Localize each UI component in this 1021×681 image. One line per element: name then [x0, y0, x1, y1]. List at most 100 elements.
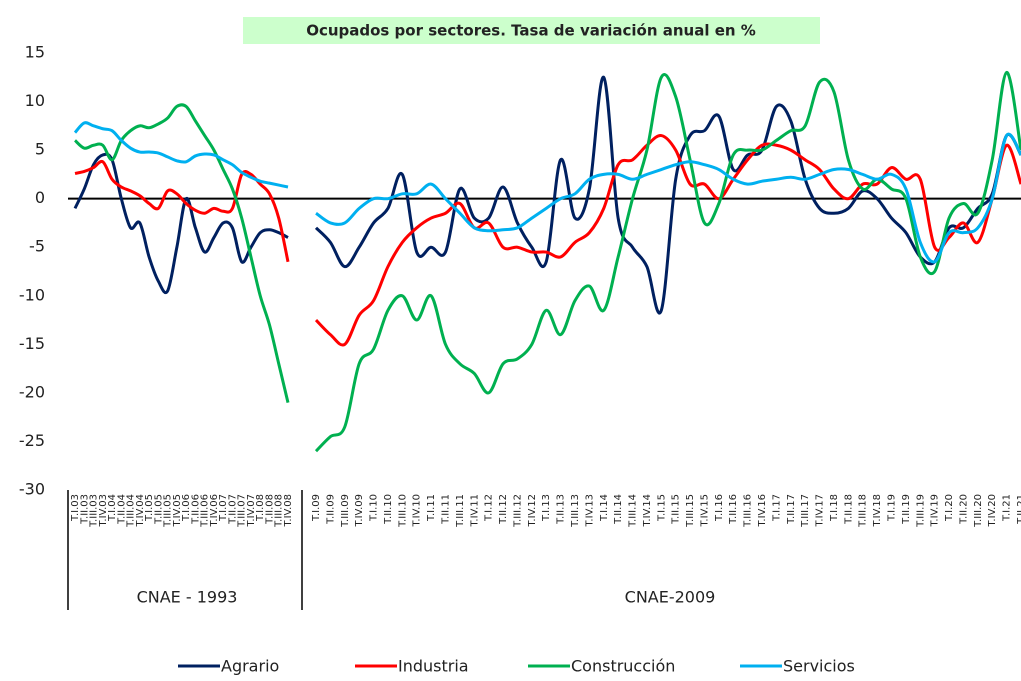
x-tick-label: T.III.05 [163, 494, 174, 528]
x-tick-label: T.I.09 [311, 494, 322, 522]
x-tick-label: T.III.17 [800, 494, 811, 528]
x-tick-label: T.III.19 [915, 494, 926, 528]
x-tick-label: T.II.13 [556, 494, 567, 525]
x-tick-label: T.IV.17 [815, 494, 826, 528]
x-tick-label: T.IV.13 [584, 494, 595, 528]
x-tick-label: T.II.19 [901, 494, 912, 525]
x-tick-label: T.I.12 [484, 494, 495, 522]
y-tick-label: -25 [19, 431, 45, 450]
x-tick-label: T.I.08 [255, 494, 266, 522]
legend-label: Servicios [783, 657, 855, 676]
x-tick-label: T.IV.08 [283, 494, 294, 528]
series-line [73, 103, 290, 403]
y-tick-label: -15 [19, 334, 45, 353]
x-tick-label: T.III.03 [89, 494, 100, 528]
x-tick-label: T.III.07 [237, 494, 248, 528]
x-tick-label: T.I.15 [656, 494, 667, 522]
y-tick-label: -5 [29, 237, 45, 256]
x-tick-label: T.III.08 [274, 494, 285, 528]
chart-title: Ocupados por sectores. Tasa de variación… [306, 22, 756, 40]
x-tick-label: T.IV.20 [987, 494, 998, 528]
x-tick-label: T.I.21 [1002, 494, 1013, 522]
legend-label: Construcción [571, 657, 675, 676]
x-tick-label: T.III.13 [570, 494, 581, 528]
x-tick-label: T.II.08 [264, 494, 275, 525]
y-tick-label: 10 [25, 91, 45, 110]
series-line [314, 75, 1021, 315]
x-tick-label: T.IV.06 [209, 494, 220, 528]
x-tick-label: T.I.10 [369, 494, 380, 522]
x-tick-label: T.II.10 [383, 494, 394, 525]
x-tick-label: T.III.10 [397, 494, 408, 528]
group-label: CNAE - 1993 [137, 588, 238, 607]
x-tick-label: T.II.15 [671, 494, 682, 525]
x-tick-label: T.I.05 [144, 494, 155, 522]
x-tick-label: T.IV.16 [757, 494, 768, 528]
x-tick-label: T.II.20 [958, 494, 969, 525]
group-label: CNAE-2009 [625, 588, 716, 607]
x-tick-label: T.I.11 [426, 494, 437, 522]
x-tick-label: T.IV.18 [872, 494, 883, 528]
x-tick-label: T.IV.11 [469, 494, 480, 528]
y-tick-label: 15 [25, 43, 45, 62]
x-tick-label: T.I.04 [107, 494, 118, 522]
series-line [315, 132, 1021, 264]
x-tick-label: T.III.06 [200, 494, 211, 528]
x-tick-label: T.I.18 [829, 494, 840, 522]
x-tick-label: T.II.03 [79, 494, 90, 525]
series-line [73, 121, 289, 189]
y-tick-label: 0 [35, 188, 45, 207]
title-box [243, 17, 820, 44]
x-tick-label: T.II.16 [728, 494, 739, 525]
x-tick-label: T.III.15 [685, 494, 696, 528]
x-tick-label: T.III.09 [340, 494, 351, 528]
x-tick-label: T.IV.09 [354, 494, 365, 528]
x-tick-label: T.II.05 [153, 494, 164, 525]
x-tick-label: T.IV.15 [699, 494, 710, 528]
x-tick-label: T.III.14 [628, 494, 639, 528]
x-tick-label: T.III.18 [858, 494, 869, 528]
x-tick-label: T.II.06 [190, 494, 201, 525]
x-tick-label: T.III.12 [512, 494, 523, 528]
x-tick-label: T.I.06 [181, 494, 192, 522]
x-tick-label: T.II.11 [440, 494, 451, 525]
x-tick-label: T.I.14 [599, 494, 610, 522]
x-tick-label: T.I.03 [70, 494, 81, 522]
x-tick-label: T.II.07 [227, 494, 238, 525]
y-tick-label: -20 [19, 382, 45, 401]
x-tick-label: T.III.16 [743, 494, 754, 528]
y-tick-label: -10 [19, 285, 45, 304]
x-tick-label: T.IV.14 [642, 494, 653, 528]
x-tick-label: T.III.11 [455, 494, 466, 528]
x-tick-label: T.IV.19 [930, 494, 941, 528]
x-tick-label: T.II.17 [786, 494, 797, 525]
x-tick-label: T.I.20 [944, 494, 955, 522]
x-tick-label: T.III.04 [126, 494, 137, 528]
legend-label: Agrario [221, 657, 279, 676]
x-tick-label: T.II.18 [843, 494, 854, 525]
x-tick-label: T.IV.03 [98, 494, 109, 528]
x-tick-label: T.I.13 [541, 494, 552, 522]
legend-label: Industria [398, 657, 469, 676]
series-line [74, 159, 290, 263]
x-tick-label: T.I.16 [714, 494, 725, 522]
x-tick-label: T.IV.04 [135, 494, 146, 528]
x-tick-label: T.II.14 [613, 494, 624, 525]
x-tick-label: T.II.04 [116, 494, 127, 525]
series-line [314, 134, 1021, 347]
y-tick-label: 5 [35, 140, 45, 159]
x-tick-label: T.II.21 [1016, 494, 1021, 525]
x-tick-label: T.II.12 [498, 494, 509, 525]
x-tick-label: T.IV.05 [172, 494, 183, 528]
series-line [73, 152, 289, 295]
series-line [314, 70, 1021, 453]
x-tick-label: T.I.07 [218, 494, 229, 522]
x-tick-label: T.III.20 [973, 494, 984, 528]
x-tick-label: T.II.09 [325, 494, 336, 525]
x-tick-label: T.IV.10 [412, 494, 423, 528]
x-tick-label: T.I.17 [771, 494, 782, 522]
x-tick-label: T.I.19 [887, 494, 898, 522]
x-tick-label: T.IV.12 [527, 494, 538, 528]
x-tick-label: T.IV.07 [246, 494, 257, 528]
